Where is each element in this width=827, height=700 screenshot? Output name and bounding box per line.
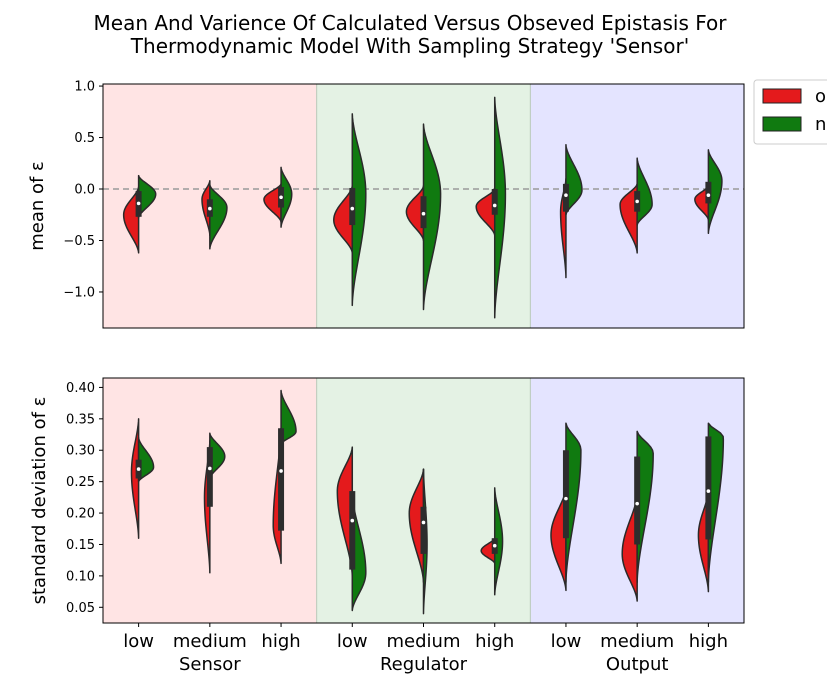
x-tick-label-5: high <box>475 631 514 652</box>
mean-violin-right-6 <box>565 143 583 216</box>
std-iqr-box-2 <box>278 428 285 531</box>
mean-iqr-box-6 <box>562 183 569 212</box>
mean-ytick-label: −0.5 <box>63 234 95 249</box>
mean-median-dot-6 <box>564 193 568 197</box>
std-ytick-label: 0.35 <box>66 412 95 427</box>
std-median-dot-5 <box>492 543 497 548</box>
std-ytick-label: 0.25 <box>66 475 95 490</box>
x-tick-label-0: low <box>123 631 154 652</box>
x-tick-label-6: low <box>551 631 582 652</box>
mean-ytick-label: 0.5 <box>74 131 95 146</box>
std-ytick-label: 0.05 <box>66 601 95 616</box>
mean-violin-left-8 <box>694 185 710 221</box>
mean-median-dot-5 <box>492 203 497 208</box>
std-median-dot-3 <box>350 518 355 523</box>
legend: o n <box>753 79 827 145</box>
std-iqr-box-1 <box>206 447 213 507</box>
std-violin-right-6 <box>565 422 582 583</box>
mean-violin-right-0 <box>137 174 157 219</box>
std-violin-left-5 <box>480 537 496 565</box>
mean-violin-left-3 <box>333 185 354 254</box>
mean-median-dot-4 <box>421 211 426 216</box>
std-ytick-label: 0.40 <box>66 381 95 396</box>
mean-iqr-box-5 <box>491 189 498 215</box>
figure-title-line-2: Thermodynamic Model With Sampling Strate… <box>130 34 689 58</box>
std-median-dot-8 <box>706 489 711 493</box>
std-iqr-box-7 <box>634 456 641 545</box>
std-violin-right-8 <box>707 422 725 583</box>
legend-swatch-calc <box>762 88 802 104</box>
mean-violin-right-1 <box>209 184 228 250</box>
mean-median-dot-3 <box>350 206 355 211</box>
std-ytick-label: 0.15 <box>66 538 95 553</box>
legend-label-calc: o <box>815 86 826 107</box>
mean-median-dot-7 <box>635 199 639 204</box>
x-tick-label-3: low <box>337 631 368 652</box>
mean-violin-right-8 <box>707 149 723 235</box>
mean-panel: 1.0 0.5 0.0 −0.5 −1.0 mean of ε <box>27 80 745 329</box>
mean-median-dot-0 <box>136 201 141 206</box>
std-violin-left-7 <box>621 493 638 602</box>
std-violin-left-0 <box>130 418 140 539</box>
x-tick-label-7: medium <box>600 631 674 652</box>
mean-median-dot-8 <box>706 193 711 197</box>
mean-ytick-label: −1.0 <box>63 285 95 300</box>
std-median-dot-6 <box>564 496 568 501</box>
mean-violin-right-3 <box>351 113 367 307</box>
std-ytick-label: 0.20 <box>66 507 95 522</box>
mean-iqr-box-3 <box>349 187 356 226</box>
legend-swatch-obs <box>762 116 802 132</box>
std-violin-right-7 <box>636 430 654 583</box>
std-iqr-box-6 <box>562 450 569 539</box>
mean-violin-right-5 <box>493 96 507 319</box>
std-violin-left-4 <box>408 468 425 583</box>
std-median-dot-7 <box>635 501 639 506</box>
mean-median-dot-1 <box>208 206 212 211</box>
mean-violin-left-5 <box>475 188 496 237</box>
mean-violin-left-2 <box>263 183 282 223</box>
mean-y-axis-label: mean of ε <box>27 161 48 251</box>
x-tick-label-8: high <box>689 631 728 652</box>
group-label-regulator: Regulator <box>380 654 468 675</box>
group-label-sensor: Sensor <box>179 654 241 675</box>
mean-violin-left-0 <box>122 186 140 254</box>
mean-ytick-label: 0.0 <box>74 183 95 198</box>
std-iqr-box-3 <box>349 491 356 570</box>
figure-title-line-1: Mean And Varience Of Calculated Versus O… <box>94 11 728 35</box>
std-iqr-box-8 <box>705 436 712 540</box>
std-median-dot-0 <box>136 467 141 471</box>
std-violin-right-1 <box>209 432 226 480</box>
mean-violin-right-2 <box>280 166 293 228</box>
mean-violin-right-4 <box>422 123 442 311</box>
mean-violin-right-7 <box>636 157 653 226</box>
std-median-dot-2 <box>279 469 283 473</box>
mean-axes-frame <box>102 83 745 329</box>
std-violin-left-6 <box>550 487 567 592</box>
mean-violin-left-4 <box>405 185 425 242</box>
group-label-output: Output <box>606 654 669 675</box>
std-y-axis-label: standard deviation of ε <box>29 397 50 605</box>
mean-violin-left-1 <box>201 180 211 237</box>
std-violin-right-5 <box>493 487 504 596</box>
x-tick-label-2: high <box>261 631 300 652</box>
std-ytick-label: 0.30 <box>66 444 95 459</box>
std-ytick-label: 0.10 <box>66 569 95 584</box>
x-tick-label-4: medium <box>387 631 461 652</box>
x-tick-label-1: medium <box>173 631 247 652</box>
mean-violin-left-7 <box>619 183 638 254</box>
std-violin-right-2 <box>280 389 297 445</box>
legend-label-obs: n <box>815 114 826 135</box>
mean-ytick-label: 1.0 <box>74 80 95 95</box>
mean-iqr-box-8 <box>705 181 712 204</box>
mean-median-dot-2 <box>279 195 283 200</box>
std-median-dot-1 <box>208 466 212 471</box>
std-median-dot-4 <box>421 520 426 525</box>
std-violin-right-0 <box>137 436 155 483</box>
std-panel: 0.40 0.35 0.30 0.25 0.20 0.15 0.10 0.05 standard… <box>29 377 745 675</box>
std-iqr-box-4 <box>420 506 427 554</box>
